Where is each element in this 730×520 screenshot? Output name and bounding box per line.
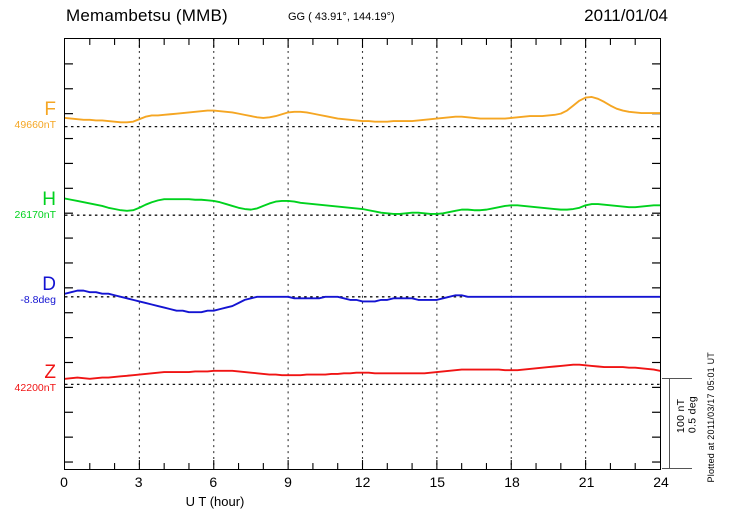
component-label-d: D -8.8deg: [0, 275, 56, 307]
trace-z: [65, 363, 660, 380]
x-tick-15: 15: [429, 474, 446, 490]
component-symbol-h: H: [42, 189, 56, 210]
scale-bar-vertical-rule: [669, 378, 671, 469]
trace-h: [65, 197, 660, 215]
scale-bar-caption: 100 nT 0.5 deg: [675, 396, 699, 434]
trace-f: [65, 96, 660, 124]
component-symbol-f: F: [44, 99, 56, 120]
x-tick-12: 12: [354, 474, 371, 490]
x-axis-label-text: U T (hour): [185, 494, 245, 509]
component-label-f: F 49660nT: [0, 100, 56, 132]
x-tick-18: 18: [504, 474, 520, 490]
scale-bar-nt: 100 nT: [675, 398, 687, 434]
component-label-z: Z 42200nT: [0, 363, 56, 395]
component-baseline-z: 42200nT: [14, 382, 56, 394]
magnetogram-plot-area: [64, 38, 661, 470]
x-tick-0: 0: [60, 474, 68, 490]
component-symbol-z: Z: [44, 362, 56, 383]
geographic-coordinates: GG ( 43.91°, 144.19°): [288, 11, 395, 23]
component-symbol-d: D: [42, 274, 56, 295]
component-baseline-d: -8.8deg: [20, 294, 56, 306]
page-title: Memambetsu (MMB): [66, 6, 228, 25]
component-label-h: H 26170nT: [0, 190, 56, 222]
component-baseline-h: 26170nT: [14, 209, 56, 221]
scale-bar-deg: 0.5 deg: [686, 396, 699, 434]
scale-bar: 100 nT 0.5 deg: [662, 378, 704, 470]
x-tick-21: 21: [578, 474, 595, 490]
x-tick-6: 6: [209, 474, 218, 490]
x-tick-3: 3: [134, 474, 143, 490]
observation-date: 2011/01/04: [584, 6, 668, 25]
plotted-timestamp: Plotted at 2011/03/17 05:01 UT: [706, 352, 716, 483]
x-tick-9: 9: [284, 474, 292, 490]
x-tick-24: 24: [653, 474, 669, 490]
scale-bar-bottom-rule: [662, 468, 692, 470]
component-baseline-f: 49660nT: [14, 119, 56, 131]
scale-bar-top-rule: [662, 378, 692, 380]
chart-canvas: [65, 39, 660, 469]
trace-d: [65, 289, 660, 314]
x-axis-label: U T (hour): [0, 494, 730, 509]
